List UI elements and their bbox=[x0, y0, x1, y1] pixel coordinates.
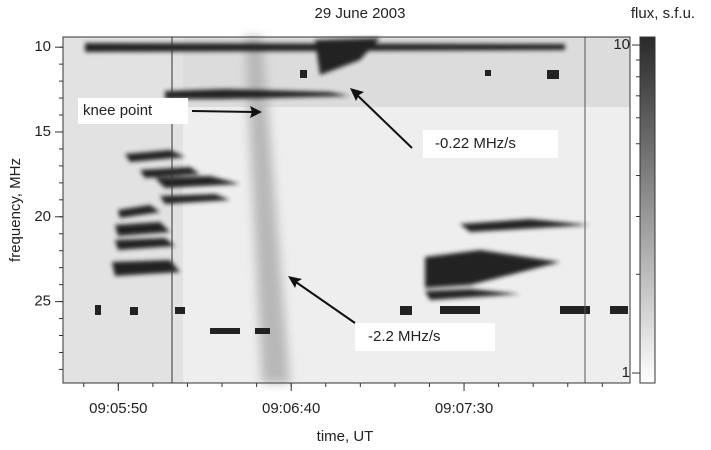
annotation-slow: -0.22 MHz/s bbox=[350, 88, 558, 158]
annotation-text: knee point bbox=[83, 102, 153, 119]
colorbar bbox=[639, 36, 656, 384]
x-tick-label: 09:07:30 bbox=[435, 400, 493, 417]
annotation-text: -2.2 MHz/s bbox=[368, 328, 441, 345]
spectrogram-image bbox=[63, 37, 630, 383]
y-tick-label: 25 bbox=[34, 293, 51, 310]
y-tick-label: 20 bbox=[34, 208, 51, 225]
colorbar-label: flux, s.f.u. bbox=[631, 5, 695, 22]
y-tick-label: 10 bbox=[34, 38, 51, 55]
x-tick-label: 09:05:50 bbox=[89, 400, 147, 417]
x-axis-label: time, UT bbox=[317, 428, 374, 445]
chart-title: 29 June 2003 bbox=[315, 5, 406, 22]
colorbar-tick-label: 10 bbox=[613, 36, 630, 53]
y-axis-label: frequency, MHz bbox=[7, 158, 24, 262]
colorbar-tick-label: 1 bbox=[622, 364, 630, 381]
x-tick-label: 09:06:40 bbox=[262, 400, 320, 417]
annotation-knee: knee point bbox=[78, 98, 262, 124]
annotation-fast: -2.2 MHz/s bbox=[288, 276, 495, 351]
y-tick-label: 15 bbox=[34, 123, 51, 140]
annotation-text: -0.22 MHz/s bbox=[435, 135, 516, 152]
